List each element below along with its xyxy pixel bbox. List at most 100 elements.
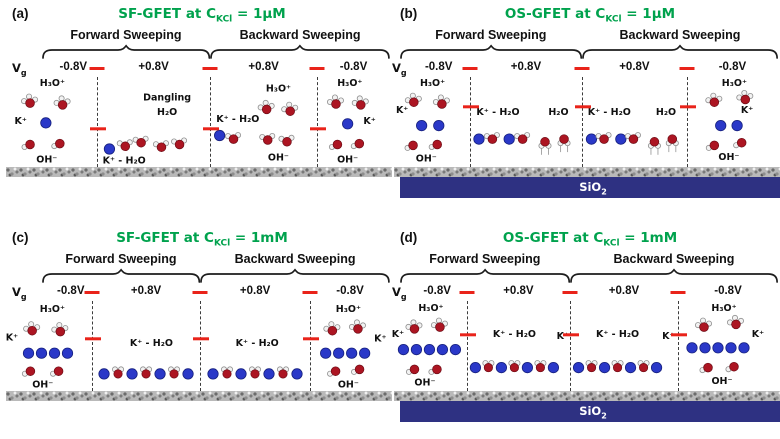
molecule-label: K⁺ xyxy=(662,331,674,342)
molecule-label: K⁺ xyxy=(15,116,27,127)
vg-main: V xyxy=(12,285,21,299)
cross-dash xyxy=(679,105,696,109)
water-molecule xyxy=(483,132,500,144)
potassium-ion xyxy=(433,119,445,132)
panel-letter: (a) xyxy=(12,6,29,21)
potassium-ion xyxy=(503,133,515,145)
vg-main: V xyxy=(392,61,401,75)
hydrogen-atom xyxy=(732,314,739,321)
hydronium-molecule xyxy=(705,92,723,107)
oxygen-atom xyxy=(57,100,68,110)
water-molecule xyxy=(624,132,641,144)
standing-water-molecule xyxy=(538,137,552,155)
oxygen-atom xyxy=(141,369,151,379)
panel-title-eq: = 1mM xyxy=(619,230,678,246)
oxygen-atom xyxy=(509,363,519,373)
oxygen-atom xyxy=(517,134,528,144)
sweep-labels: Forward Sweeping Backward Sweeping xyxy=(4,252,390,269)
hydrogen-atom xyxy=(356,95,363,102)
water-molecule xyxy=(225,132,242,144)
section-divider xyxy=(574,77,591,167)
vg-main: V xyxy=(392,285,401,299)
backward-sweeping-label: Backward Sweeping xyxy=(234,252,356,266)
voltage-label: +0.8V xyxy=(510,61,542,73)
molecule-label: OH⁻ xyxy=(718,152,739,163)
oxygen-atom xyxy=(540,137,550,147)
section-divider xyxy=(90,77,107,167)
potassium-ion xyxy=(686,342,698,354)
gate-voltage-label: Vg xyxy=(12,285,27,301)
panel-title: SF-GFET at CKCl = 1mM xyxy=(14,230,390,249)
water-molecule xyxy=(514,132,531,144)
molecule-label: K⁺ - H₂O xyxy=(596,329,639,340)
cross-dash xyxy=(310,127,327,131)
oxygen-atom xyxy=(703,362,713,373)
potassium-ion xyxy=(333,347,345,359)
molecule-label: OH⁻ xyxy=(32,379,53,390)
hydroxide-molecule xyxy=(51,138,65,150)
molecule-label: K⁺ xyxy=(374,334,386,345)
water-molecule xyxy=(171,137,188,150)
panel-title-main: OS-GFET at C xyxy=(504,6,606,22)
section-divider xyxy=(303,301,320,391)
oxygen-atom xyxy=(25,98,35,108)
mol-scene-2: Dangling H₂O K⁺ - H₂O xyxy=(103,92,192,166)
voltage-label: +0.8V xyxy=(608,285,640,297)
hydrogen-atom xyxy=(410,319,417,326)
panel-header: (d) OS-GFET at CKCl = 1mM xyxy=(392,228,778,252)
vg-sub: g xyxy=(20,292,27,302)
potassium-ion xyxy=(126,368,138,380)
potassium-ion xyxy=(615,133,627,145)
oxygen-atom xyxy=(27,325,37,336)
hydrogen-atom xyxy=(262,99,269,106)
panel-title-eq: = 1µM xyxy=(621,6,676,22)
voltage-label: +0.8V xyxy=(248,61,279,73)
potassium-ion xyxy=(712,342,724,354)
voltage-row: Vg -0.8V +0.8V +0.8V -0.8V xyxy=(392,284,778,301)
potassium-ion xyxy=(714,119,727,132)
panel-d: (d) OS-GFET at CKCl = 1mM Forward Sweeping… xyxy=(392,228,780,422)
gate-voltage-label: Vg xyxy=(392,61,407,77)
mol-scene-3: K⁺ - H₂O K⁺ xyxy=(572,329,674,374)
molecule-label: H₃O⁺ xyxy=(40,304,65,315)
molecule-label: OH⁻ xyxy=(338,379,359,390)
voltage-divider-dash xyxy=(89,67,105,71)
molecule-label: K⁺ xyxy=(6,333,18,344)
oxygen-atom xyxy=(136,137,146,148)
panel-title-main: SF-GFET at C xyxy=(118,6,216,22)
hydrogen-atom xyxy=(28,321,35,328)
voltage-label: -0.8V xyxy=(718,61,747,73)
vg-main: V xyxy=(12,61,21,75)
oxygen-atom xyxy=(699,322,709,332)
voltage-divider-dash xyxy=(562,291,578,295)
mol-scene-2: K⁺ - H₂O xyxy=(98,338,194,380)
cross-dash xyxy=(462,105,479,109)
panel-title: OS-GFET at CKCl = 1µM xyxy=(402,6,778,25)
voltage-row: Vg -0.8V +0.8V +0.8V -0.8V xyxy=(392,60,778,77)
potassium-ion xyxy=(320,347,332,359)
mol-scene-4: H₃O⁺ K⁺ OH⁻ xyxy=(705,78,753,163)
potassium-ion xyxy=(714,119,727,132)
oxygen-atom xyxy=(736,137,747,148)
panel-title-main: OS-GFET at C xyxy=(502,230,604,246)
potassium-ion xyxy=(572,361,585,374)
forward-sweeping-label: Forward Sweeping xyxy=(429,252,541,266)
mol-scene-1: H₃O⁺ K⁺ OH⁻ xyxy=(396,78,450,165)
molecule-label: K⁺ - H₂O xyxy=(588,107,631,118)
k-ion-row xyxy=(22,347,74,359)
oxygen-atom xyxy=(437,99,447,109)
cross-dash xyxy=(193,337,210,341)
molecule-label: OH⁻ xyxy=(416,154,437,165)
standing-water-molecule xyxy=(665,134,679,153)
potassium-ion xyxy=(214,129,226,142)
molecule-label: K⁺ - H₂O xyxy=(476,107,519,118)
hydroxide-molecule xyxy=(725,361,739,373)
graphene-layer xyxy=(6,391,392,401)
section-divider xyxy=(203,77,220,167)
hydrogen-atom xyxy=(26,93,33,100)
oxygen-atom xyxy=(228,134,239,144)
voltage-divider-dash xyxy=(192,291,208,295)
oxygen-atom xyxy=(432,364,442,375)
potassium-ion xyxy=(346,347,358,359)
voltage-label: -0.8V xyxy=(423,285,451,297)
